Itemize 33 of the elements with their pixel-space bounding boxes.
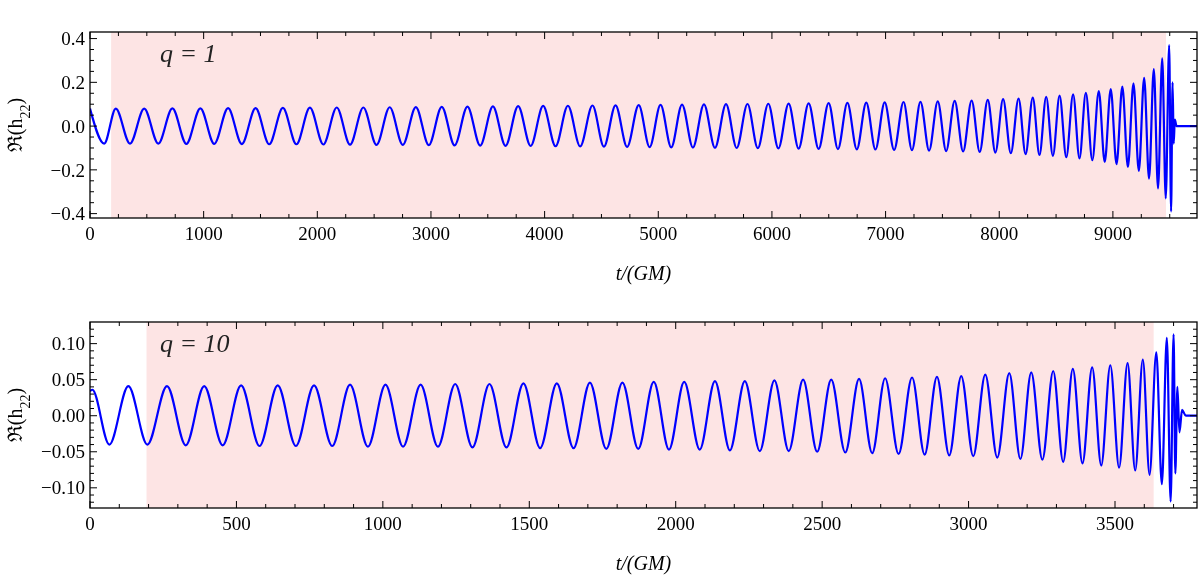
y-tick-label: −0.05 [41,441,85,463]
y-tick-label: 0.05 [51,369,85,391]
x-tick-label: 1000 [184,223,223,244]
y-tick-label: 0.4 [61,28,86,50]
x-tick-label: 3500 [1096,513,1134,534]
x-axis-title: t/(GM) [615,552,672,575]
x-tick-label: 500 [222,513,251,534]
y-tick-label: 0.00 [51,405,85,427]
x-tick-label: 2500 [803,513,842,534]
annotation: q = 10 [160,329,230,358]
line-series [90,333,1197,503]
y-tick-label: −0.10 [41,477,85,499]
y-tick-label: −0.2 [50,159,85,181]
x-tick-label: 2000 [656,513,695,534]
x-tick-label: 9000 [1093,223,1132,244]
x-tick-label: 8000 [980,223,1019,244]
x-tick-label: 3000 [949,513,988,534]
x-tick-label: 5000 [639,223,678,244]
x-tick-label: 6000 [752,223,791,244]
y-tick-label: 0.2 [61,71,85,93]
x-tick-label: 0 [85,513,95,534]
annotation: q = 1 [160,39,217,68]
x-axis-title: t/(GM) [615,262,672,285]
x-tick-label: 0 [85,223,95,244]
y-tick-label: −0.4 [50,203,86,225]
y-tick-label: 0.0 [61,115,85,137]
x-tick-label: 7000 [866,223,905,244]
x-tick-label: 1500 [510,513,549,534]
x-tick-label: 3000 [411,223,450,244]
x-tick-label: 2000 [298,223,337,244]
y-tick-label: 0.10 [51,333,85,355]
x-tick-label: 1000 [363,513,402,534]
x-tick-label: 4000 [525,223,564,244]
